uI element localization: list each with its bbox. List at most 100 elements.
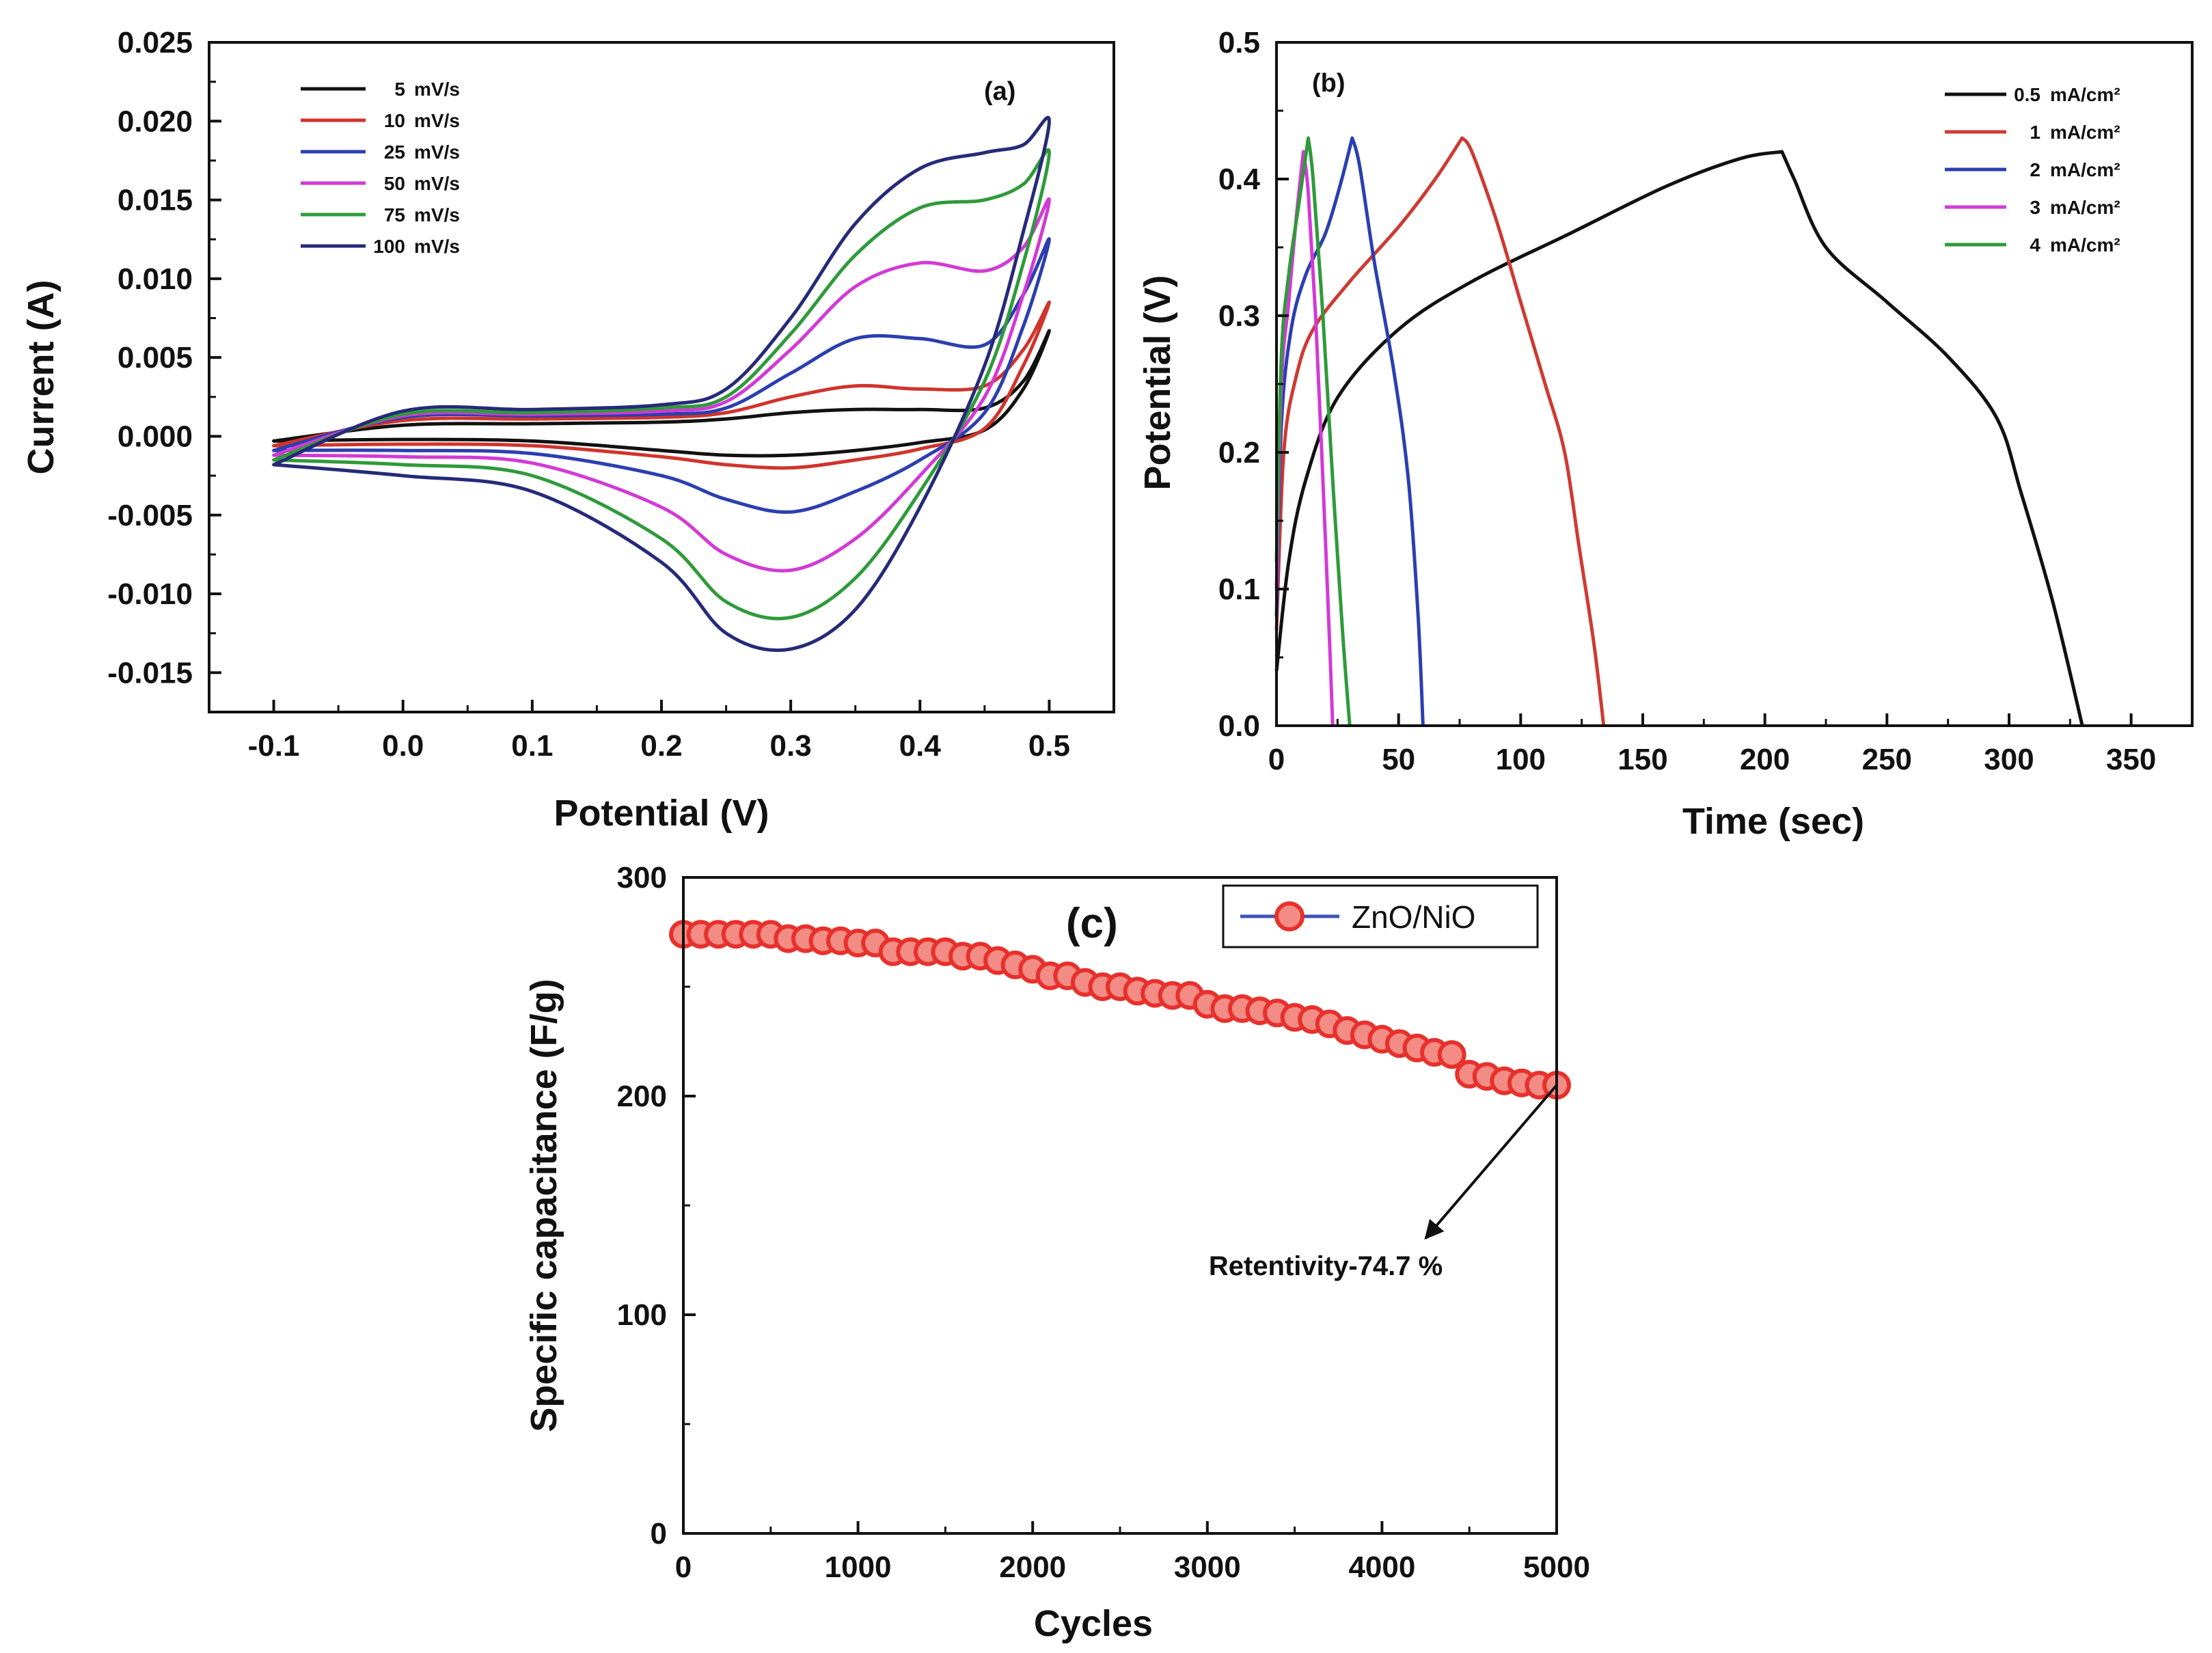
panel-b-legend-value-4: 3 xyxy=(2030,197,2040,218)
panel-a-series-line-1 xyxy=(272,329,1051,458)
panel-a-series-line-5 xyxy=(272,148,1051,620)
panel-b-legend-unit-4: mA/cm² xyxy=(2050,197,2120,218)
panel-a-legend-unit-2: mV/s xyxy=(414,110,460,131)
panel-a-x-tick-label: 0.0 xyxy=(382,729,424,763)
panel-a-x-tick-label: -0.1 xyxy=(248,729,300,763)
panel-a-legend-unit-1: mV/s xyxy=(414,79,460,100)
panel-c-y-ticks: 0 100 200 300 xyxy=(617,861,696,1550)
panel-b-plot-area xyxy=(1274,136,2084,726)
panel-a-y-tick-label: -0.015 xyxy=(107,656,193,689)
panel-b-legend-unit-3: mA/cm² xyxy=(2050,159,2120,180)
panel-a-y-tick-label: 0.025 xyxy=(118,26,193,59)
panel-c-plot-area xyxy=(669,920,1571,1099)
panel-a-legend-unit-5: mV/s xyxy=(414,204,460,226)
panel-b-x-tick-label: 350 xyxy=(2106,743,2156,776)
panel-b-x-tick-label: 100 xyxy=(1496,743,1546,776)
panel-b-legend-value-3: 2 xyxy=(2030,159,2040,180)
panel-c-annotation: Retentivity-74.7 % xyxy=(1209,1084,1558,1281)
panel-a-legend-unit-3: mV/s xyxy=(414,141,460,163)
panel-b-x-tick-label: 0 xyxy=(1268,743,1285,776)
panel-c-y-tick-label: 300 xyxy=(617,861,667,894)
panel-c-legend: ZnO/NiO xyxy=(1222,884,1539,948)
panel-b-x-tick-label: 150 xyxy=(1617,743,1667,776)
panel-b-series-line-5 xyxy=(1274,136,1352,726)
panel-c-x-tick-label: 1000 xyxy=(825,1550,892,1584)
panel-a-y-tick-label: 0.005 xyxy=(118,341,193,374)
panel-b-y-tick-label: 0.3 xyxy=(1218,299,1260,333)
panel-b-x-axis-title: Time (sec) xyxy=(1682,801,1864,842)
panel-b-label: (b) xyxy=(1312,69,1346,98)
panel-c-legend-swatch-marker xyxy=(1274,901,1305,931)
panel-a-x-tick-label: 0.1 xyxy=(511,729,553,763)
panel-a-legend-rate-2: 10 xyxy=(384,110,405,131)
panel-a-cv-chart: -0.1 0.0 0.1 0.2 0.3 0.4 0.5 -0.015 -0.010 -0.00… xyxy=(21,26,1115,834)
panel-a-series-line-3 xyxy=(272,237,1051,514)
panel-b-y-tick-label: 0.1 xyxy=(1218,573,1260,606)
panel-a-legend-rate-4: 50 xyxy=(384,173,405,194)
panel-c-y-tick-label: 100 xyxy=(617,1298,667,1332)
panel-b-x-tick-label: 300 xyxy=(1984,743,2034,776)
panel-a-y-axis-title: Current (A) xyxy=(21,280,62,475)
panel-c-y-axis-title: Specific capacitance (F/g) xyxy=(523,979,564,1432)
panel-a-legend-rate-1: 5 xyxy=(394,79,405,100)
panel-b-y-tick-label: 0.5 xyxy=(1218,26,1260,59)
panel-a-label: (a) xyxy=(984,77,1015,106)
panel-a-y-tick-label: 0.020 xyxy=(118,105,193,138)
panel-b-y-tick-label: 0.0 xyxy=(1218,709,1260,743)
panel-c-x-ticks: 0 1000 2000 3000 4000 5000 xyxy=(675,1521,1590,1584)
panel-c-label: (c) xyxy=(1066,900,1118,947)
panel-c-x-axis-title: Cycles xyxy=(1034,1603,1153,1644)
panel-a-y-tick-label: 0.000 xyxy=(118,420,193,453)
panel-b-frame xyxy=(1275,41,2194,727)
panel-b-legend-value-2: 1 xyxy=(2030,122,2040,143)
panel-b-legend-unit-1: mA/cm² xyxy=(2050,84,2120,105)
panel-a-x-tick-label: 0.2 xyxy=(640,729,682,763)
panel-b-x-tick-label: 50 xyxy=(1382,743,1415,776)
panel-b-x-ticks: 0 50 100 150 200 250 300 350 xyxy=(1268,713,2156,776)
panel-c-x-tick-label: 0 xyxy=(675,1550,692,1584)
panel-b-y-ticks: 0.0 0.1 0.2 0.3 0.4 0.5 xyxy=(1218,26,1289,743)
panel-a-legend-rate-5: 75 xyxy=(384,204,405,226)
panel-b-x-tick-label: 250 xyxy=(1862,743,1912,776)
panel-c-data-point xyxy=(1437,1040,1466,1069)
panel-b-series-line-3 xyxy=(1274,136,1425,726)
panel-c-x-tick-label: 2000 xyxy=(999,1550,1066,1584)
panel-c-annotation-text: Retentivity-74.7 % xyxy=(1209,1251,1443,1281)
panel-c-x-tick-label: 4000 xyxy=(1348,1550,1415,1584)
panel-a-legend-unit-6: mV/s xyxy=(414,236,460,257)
panel-c-x-tick-label: 5000 xyxy=(1523,1550,1590,1584)
panel-c-y-tick-label: 0 xyxy=(651,1517,667,1550)
panel-b-series-line-1 xyxy=(1274,150,2084,726)
panel-a-y-tick-label: -0.005 xyxy=(107,499,193,532)
panel-a-x-ticks: -0.1 0.0 0.1 0.2 0.3 0.4 0.5 xyxy=(248,700,1070,763)
panel-c-y-tick-label: 200 xyxy=(617,1080,667,1113)
panel-a-x-tick-label: 0.5 xyxy=(1028,729,1070,763)
panel-b-gcd-chart: 0 50 100 150 200 250 300 350 0.0 0.1 0.2 0.3 0.4 0.5… xyxy=(1137,26,2194,842)
panel-a-legend-unit-4: mV/s xyxy=(414,173,460,194)
panel-b-legend: 0.5 mA/cm² 1 mA/cm² 2 mA/cm² 3 mA/cm² 4 mA/cm² xyxy=(1945,84,2120,256)
panel-b-series-line-2 xyxy=(1274,136,1606,726)
panel-b-legend-value-5: 4 xyxy=(2030,234,2040,256)
panel-a-x-tick-label: 0.3 xyxy=(770,729,812,763)
panel-a-series-line-6 xyxy=(272,115,1051,653)
panel-b-y-tick-label: 0.4 xyxy=(1218,163,1261,196)
panel-a-y-tick-label: -0.010 xyxy=(107,577,193,611)
panel-b-legend-value-1: 0.5 xyxy=(2014,84,2040,105)
panel-b-y-axis-title: Potential (V) xyxy=(1137,275,1178,490)
panel-a-legend: 5 mV/s 10 mV/s 25 mV/s 50 mV/s 75 mV/s 100 mV/s xyxy=(301,79,460,257)
panel-c-x-tick-label: 3000 xyxy=(1174,1550,1241,1584)
panel-a-series-line-2 xyxy=(272,300,1051,470)
panel-a-frame xyxy=(208,41,1115,713)
panel-b-x-tick-label: 200 xyxy=(1740,743,1790,776)
panel-a-y-tick-label: 0.015 xyxy=(118,184,193,217)
panel-a-x-tick-label: 0.4 xyxy=(899,729,942,763)
panel-b-legend-unit-2: mA/cm² xyxy=(2050,122,2120,143)
panel-b-legend-unit-5: mA/cm² xyxy=(2050,234,2120,256)
panel-a-legend-rate-3: 25 xyxy=(384,141,405,163)
panel-a-y-ticks: -0.015 -0.010 -0.005 0.000 0.005 0.010 0.015 0.… xyxy=(107,26,221,689)
panel-c-annotation-arrow xyxy=(1424,1084,1558,1240)
panel-a-legend-rate-6: 100 xyxy=(373,236,405,257)
panel-a-plot-area xyxy=(272,115,1051,653)
